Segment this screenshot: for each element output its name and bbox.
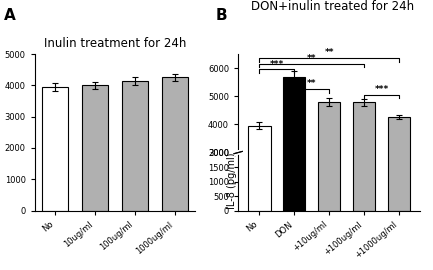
Text: **: ** — [307, 54, 317, 63]
Text: B: B — [216, 8, 227, 23]
Bar — [318, 71, 340, 211]
Bar — [248, 96, 271, 211]
Bar — [162, 77, 187, 211]
Bar — [283, 45, 305, 211]
Title: DON+inulin treated for 24h: DON+inulin treated for 24h — [251, 0, 414, 13]
Text: **: ** — [307, 79, 317, 88]
Text: **: ** — [324, 48, 334, 58]
Bar — [122, 81, 148, 211]
Text: ***: *** — [375, 85, 389, 94]
Bar — [353, 102, 375, 237]
Bar — [353, 72, 375, 211]
Bar — [388, 117, 410, 237]
Bar — [42, 87, 68, 211]
Bar — [283, 76, 305, 237]
Bar — [82, 85, 108, 211]
Text: A: A — [4, 8, 16, 23]
Text: IL-8 (pg/ml): IL-8 (pg/ml) — [226, 153, 237, 209]
Title: Inulin treatment for 24h: Inulin treatment for 24h — [44, 37, 186, 50]
Bar — [248, 126, 271, 237]
Bar — [388, 87, 410, 211]
Text: ***: *** — [269, 60, 284, 69]
Bar — [318, 102, 340, 237]
